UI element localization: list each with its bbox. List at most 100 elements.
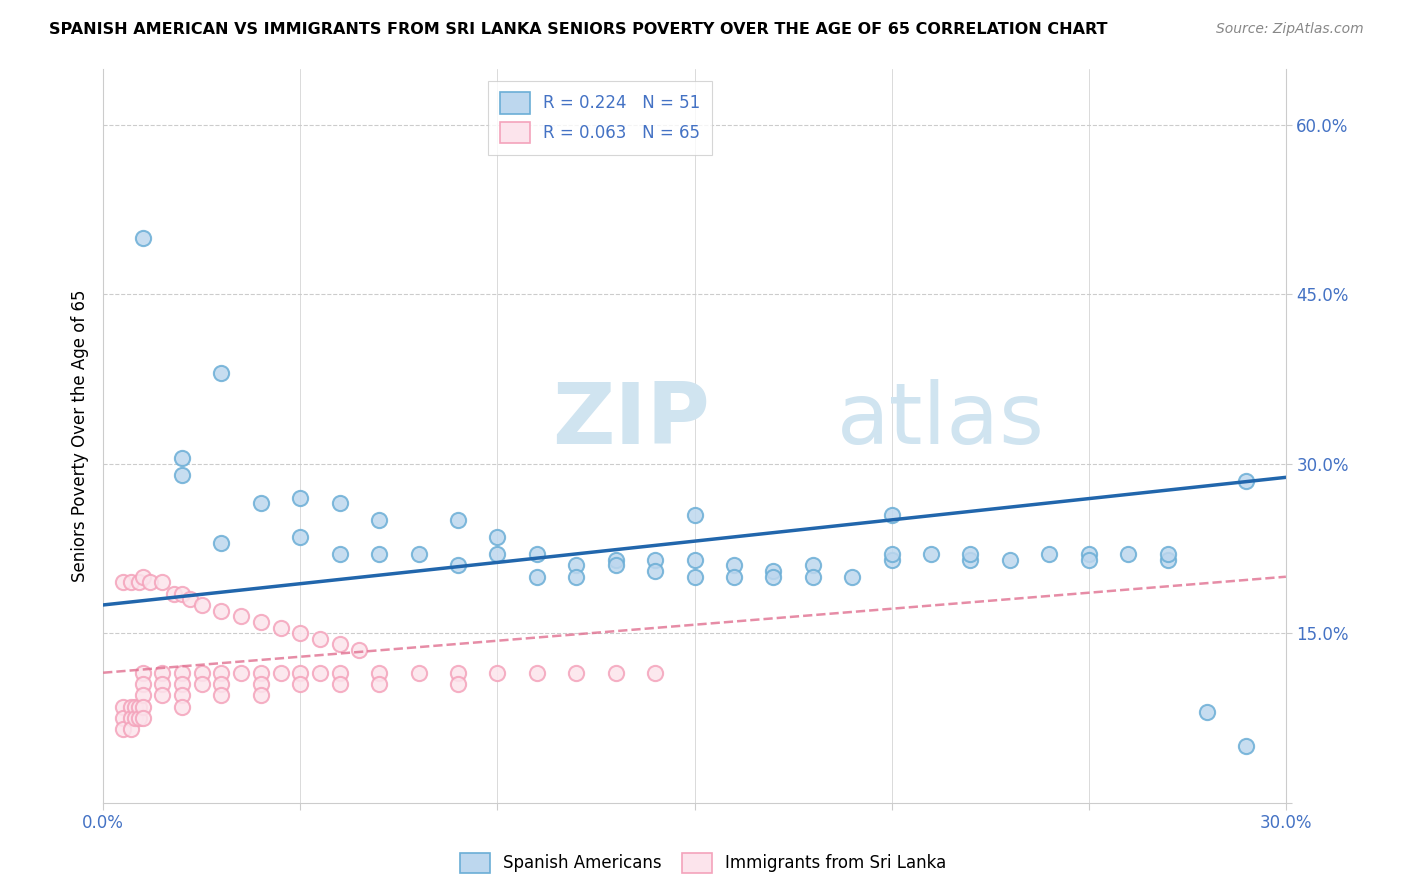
Point [290, 677, 312, 691]
Text: Source: ZipAtlas.com: Source: ZipAtlas.com [1216, 22, 1364, 37]
Point [150, 575, 173, 590]
Point [179, 592, 201, 607]
Point [368, 513, 391, 527]
Point [250, 615, 273, 629]
Point [190, 598, 212, 612]
Point [209, 677, 232, 691]
Point [605, 665, 627, 680]
Point [124, 699, 146, 714]
Point [170, 699, 193, 714]
Point [111, 711, 134, 725]
Point [111, 699, 134, 714]
Point [526, 570, 548, 584]
Text: atlas: atlas [837, 379, 1045, 462]
Point [408, 547, 430, 561]
Point [723, 558, 745, 573]
Point [644, 564, 666, 578]
Point [1077, 547, 1099, 561]
Point [250, 496, 273, 510]
Point [1077, 553, 1099, 567]
Point [131, 231, 153, 245]
Point [120, 722, 142, 736]
Point [270, 665, 292, 680]
Point [163, 587, 186, 601]
Point [408, 665, 430, 680]
Point [170, 677, 193, 691]
Point [120, 711, 142, 725]
Point [683, 570, 706, 584]
Point [447, 665, 470, 680]
Point [1197, 705, 1219, 719]
Point [229, 609, 252, 624]
Point [801, 558, 824, 573]
Point [959, 547, 981, 561]
Point [150, 677, 173, 691]
Point [111, 722, 134, 736]
Point [723, 570, 745, 584]
Point [170, 468, 193, 483]
Point [124, 711, 146, 725]
Point [762, 564, 785, 578]
Point [150, 688, 173, 702]
Point [1236, 474, 1258, 488]
Point [683, 553, 706, 567]
Point [190, 677, 212, 691]
Point [447, 558, 470, 573]
Point [170, 451, 193, 466]
Point [131, 677, 153, 691]
Point [131, 688, 153, 702]
Point [368, 665, 391, 680]
Point [998, 553, 1021, 567]
Point [290, 491, 312, 505]
Point [683, 508, 706, 522]
Point [229, 665, 252, 680]
Point [801, 570, 824, 584]
Point [880, 508, 903, 522]
Point [128, 699, 150, 714]
Point [250, 688, 273, 702]
Point [329, 677, 352, 691]
Point [329, 665, 352, 680]
Point [290, 626, 312, 640]
Point [1236, 739, 1258, 753]
Point [120, 699, 142, 714]
Point [120, 575, 142, 590]
Point [111, 575, 134, 590]
Point [190, 665, 212, 680]
Point [250, 677, 273, 691]
Point [131, 665, 153, 680]
Point [131, 711, 153, 725]
Text: SPANISH AMERICAN VS IMMIGRANTS FROM SRI LANKA SENIORS POVERTY OVER THE AGE OF 65: SPANISH AMERICAN VS IMMIGRANTS FROM SRI … [49, 22, 1108, 37]
Point [605, 553, 627, 567]
Point [526, 665, 548, 680]
Point [368, 547, 391, 561]
Point [170, 665, 193, 680]
Point [920, 547, 942, 561]
Point [170, 688, 193, 702]
Point [290, 530, 312, 544]
Point [880, 547, 903, 561]
Point [170, 587, 193, 601]
Point [526, 547, 548, 561]
Point [486, 530, 509, 544]
Point [209, 536, 232, 550]
Point [309, 665, 332, 680]
Legend: R = 0.224   N = 51, R = 0.063   N = 65: R = 0.224 N = 51, R = 0.063 N = 65 [488, 80, 711, 155]
Point [150, 665, 173, 680]
Point [565, 558, 588, 573]
Legend: Spanish Americans, Immigrants from Sri Lanka: Spanish Americans, Immigrants from Sri L… [453, 847, 953, 880]
Point [128, 575, 150, 590]
Point [447, 513, 470, 527]
Point [644, 553, 666, 567]
Point [139, 575, 162, 590]
Point [209, 604, 232, 618]
Point [368, 677, 391, 691]
Point [209, 688, 232, 702]
Point [131, 570, 153, 584]
Point [329, 496, 352, 510]
Point [128, 711, 150, 725]
Point [1038, 547, 1060, 561]
Y-axis label: Seniors Poverty Over the Age of 65: Seniors Poverty Over the Age of 65 [72, 289, 89, 582]
Point [1156, 553, 1178, 567]
Point [309, 632, 332, 646]
